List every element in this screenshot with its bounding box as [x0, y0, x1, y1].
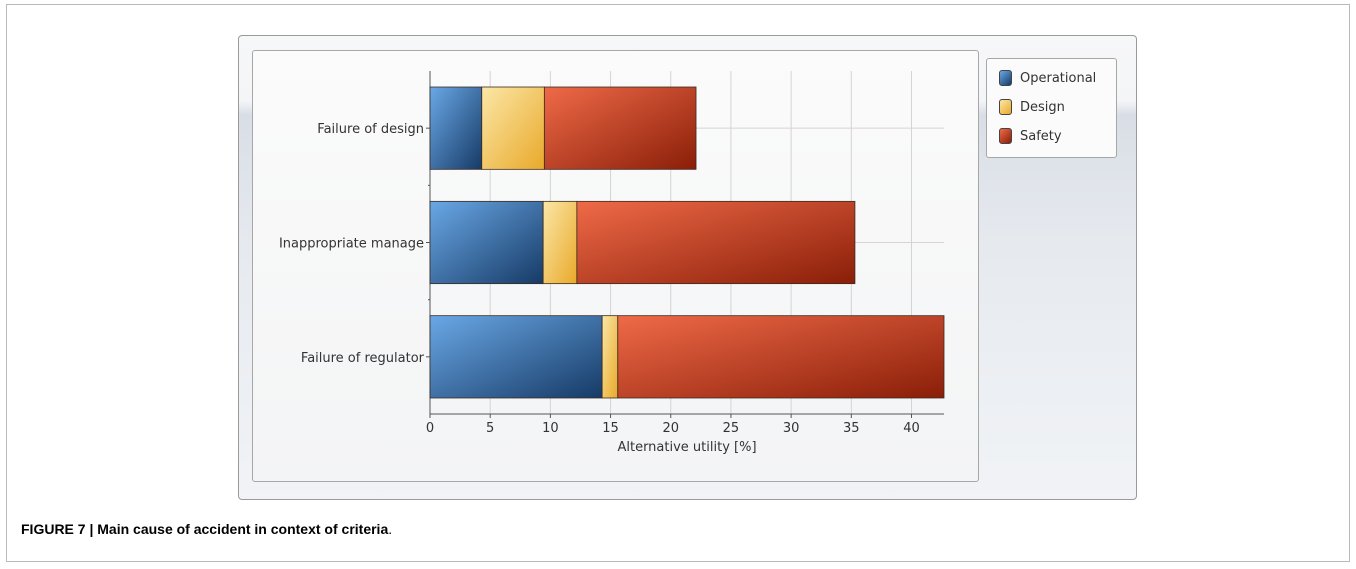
- legend-swatch-design: [999, 99, 1012, 115]
- figure-frame: Operational Design Safety Failure of des…: [6, 4, 1350, 562]
- legend-label-operational: Operational: [1020, 70, 1097, 86]
- bar-safety-2: [576, 200, 856, 285]
- x-tick-label: 30: [783, 421, 800, 436]
- bar-design-3: [601, 315, 619, 399]
- caption-period: .: [388, 521, 393, 537]
- x-tick-label: 20: [662, 421, 679, 436]
- bar-safety-3: [617, 315, 945, 399]
- legend-item-design: Design: [999, 96, 1065, 118]
- legend: Operational Design Safety: [986, 58, 1117, 158]
- bar-design-2: [542, 200, 578, 285]
- bar-operational-3: [429, 315, 603, 399]
- bar-operational-1: [429, 86, 483, 170]
- bar-operational-2: [429, 200, 544, 285]
- x-tick-label: 35: [843, 421, 860, 436]
- legend-item-safety: Safety: [999, 125, 1062, 147]
- legend-swatch-safety: [999, 128, 1012, 144]
- y-tick-label: Failure of design: [317, 122, 424, 137]
- y-tick-label: Failure of regulator: [301, 351, 425, 366]
- x-axis-label: Alternative utility [%]: [617, 440, 756, 455]
- x-tick-label: 5: [486, 421, 494, 436]
- chart-canvas: Failure of design Inappropriate manage Fai…: [279, 71, 945, 455]
- y-tick-label: Inappropriate manage: [279, 237, 424, 252]
- legend-item-operational: Operational: [999, 67, 1096, 89]
- legend-swatch-operational: [999, 70, 1012, 86]
- bar-safety-1: [543, 86, 697, 170]
- x-tick-label: 0: [426, 421, 434, 436]
- legend-label-safety: Safety: [1020, 128, 1062, 144]
- legend-label-design: Design: [1020, 99, 1065, 115]
- caption-title: FIGURE 7 | Main cause of accident in con…: [21, 521, 389, 537]
- x-tick-label: 40: [903, 421, 920, 436]
- bar-design-1: [481, 86, 545, 170]
- figure-caption: FIGURE 7 | Main cause of accident in con…: [21, 521, 392, 537]
- x-tick-label: 15: [602, 421, 619, 436]
- x-tick-label: 10: [542, 421, 559, 436]
- x-tick-label: 25: [723, 421, 740, 436]
